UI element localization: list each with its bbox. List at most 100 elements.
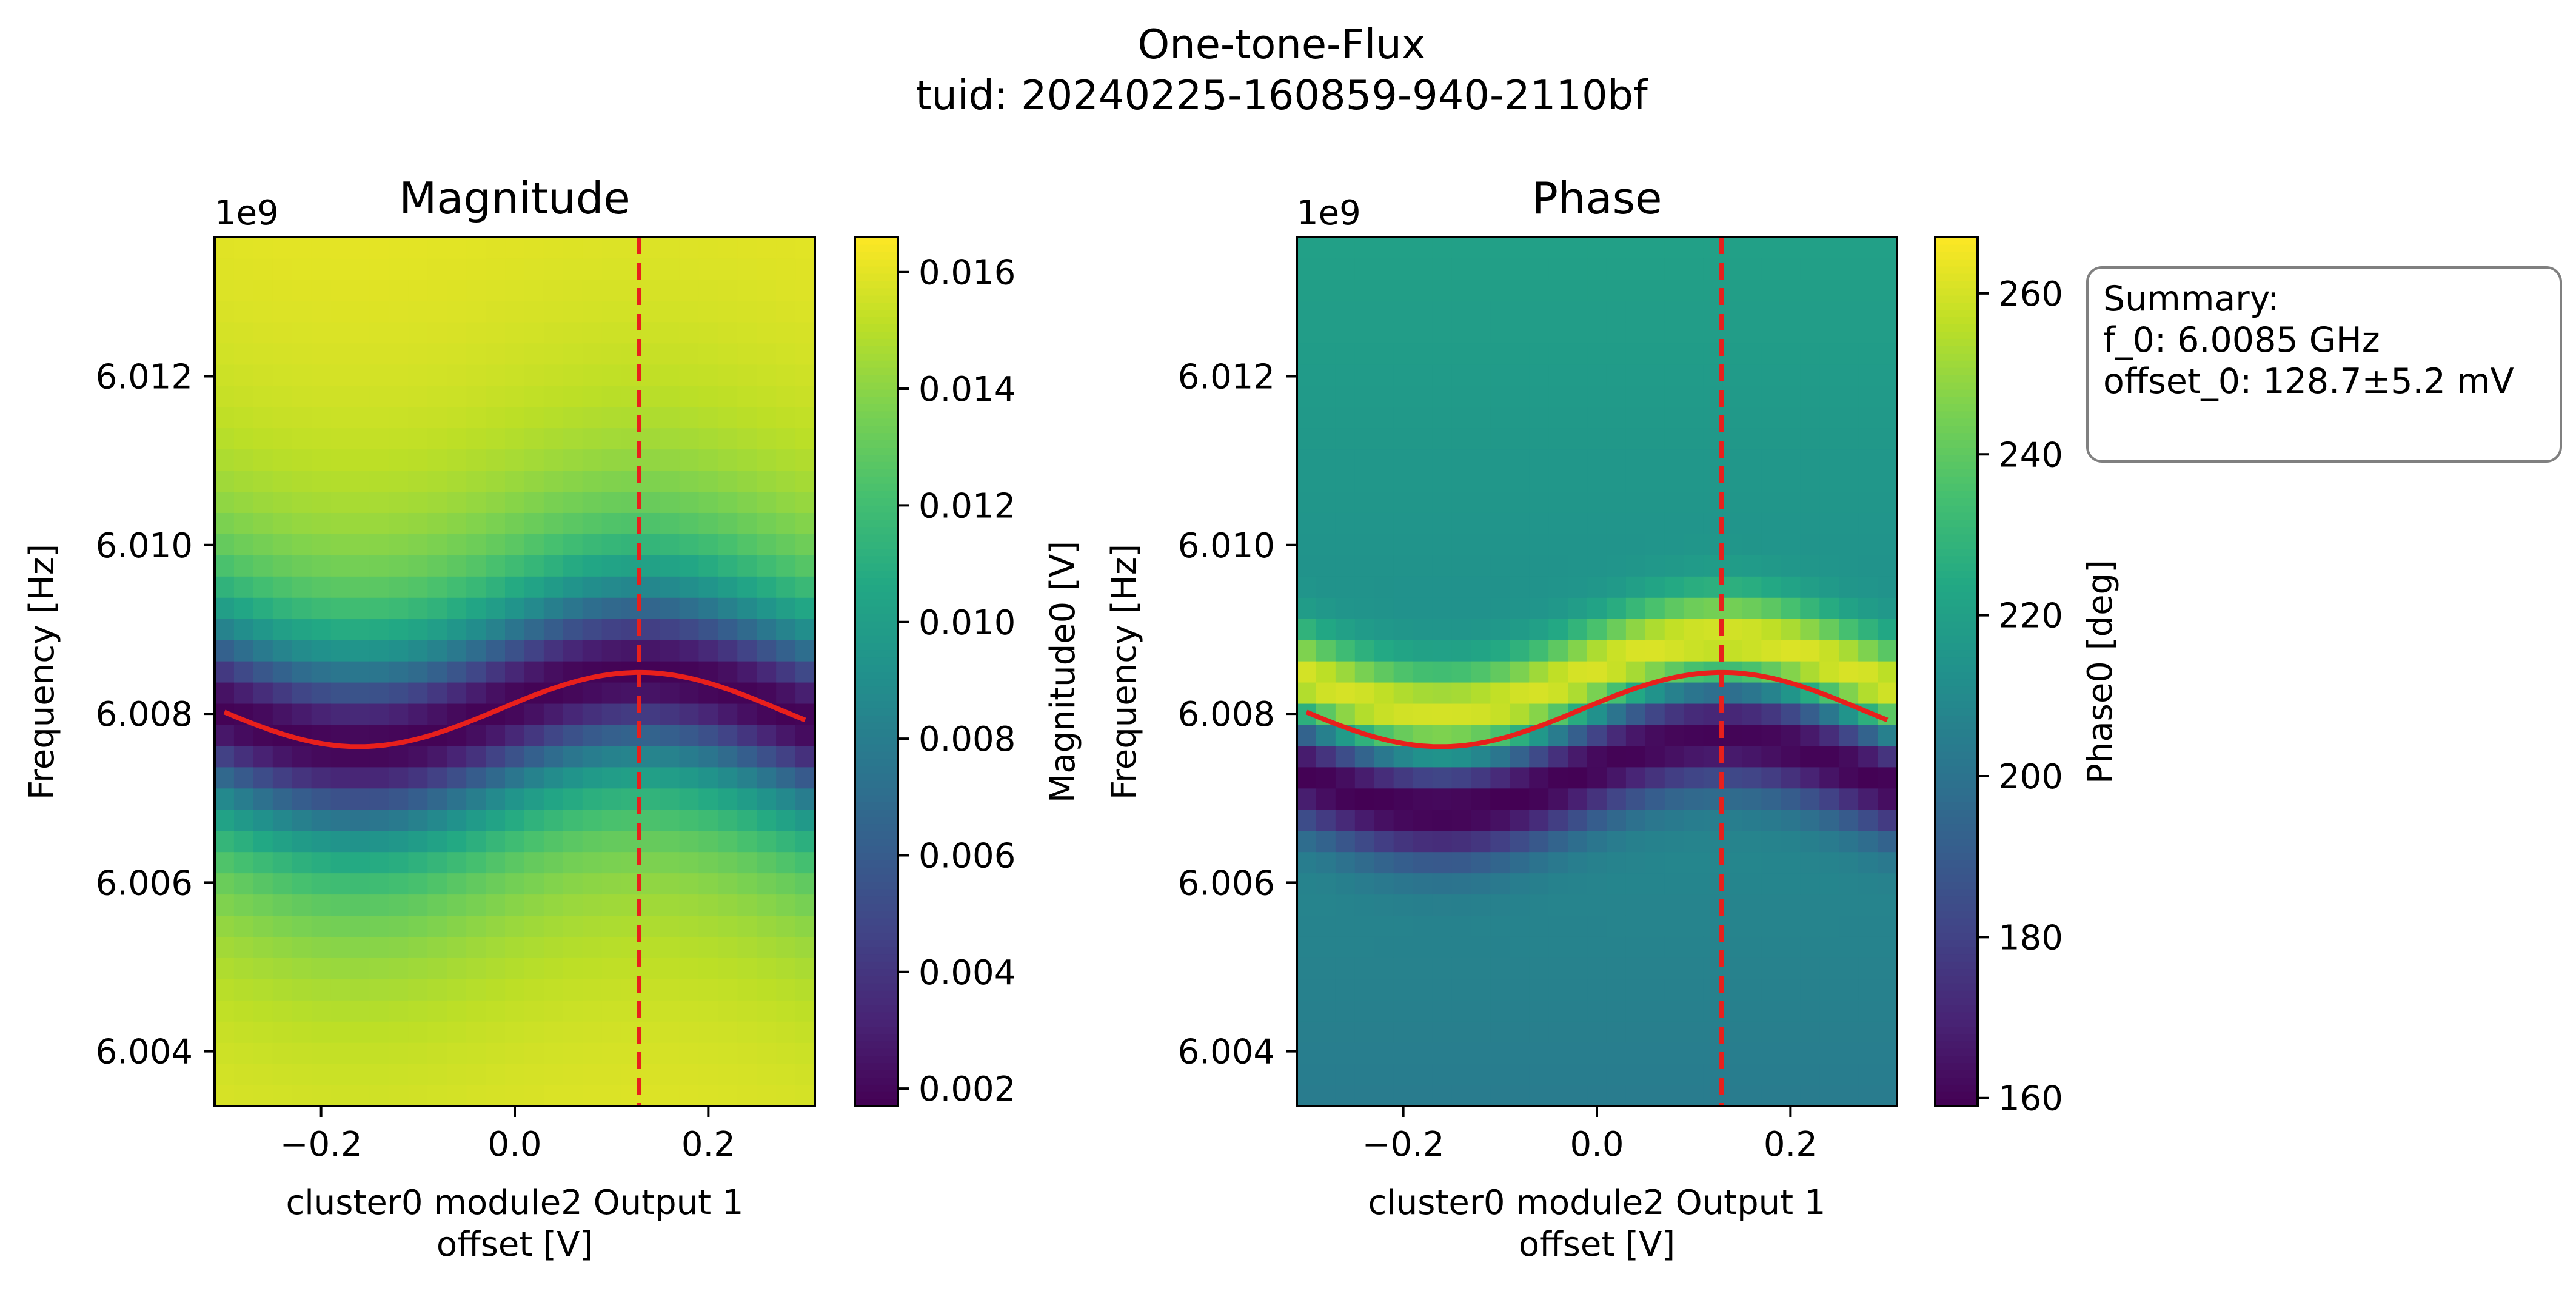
magnitude-heatmap-cell — [776, 512, 796, 534]
phase-heatmap-cell — [1354, 979, 1375, 1001]
phase-heatmap-cell — [1742, 1000, 1762, 1022]
magnitude-heatmap-cell — [272, 661, 293, 683]
phase-heatmap-cell — [1548, 873, 1568, 895]
magnitude-heatmap-cell — [466, 915, 486, 937]
magnitude-heatmap-cell — [292, 364, 312, 386]
magnitude-heatmap-cell — [233, 1064, 254, 1085]
phase-heatmap-cell — [1432, 385, 1453, 407]
magnitude-heatmap-cell — [215, 576, 235, 598]
magnitude-heatmap-cell — [389, 491, 409, 513]
phase-colorbar-segment — [1935, 526, 1978, 535]
magnitude-heatmap-cell — [524, 406, 544, 429]
phase-heatmap-cell — [1664, 830, 1685, 853]
phase-heatmap-cell — [1800, 512, 1820, 534]
magnitude-heatmap-cell — [233, 619, 254, 640]
phase-heatmap-cell — [1548, 385, 1568, 407]
phase-heatmap-cell — [1297, 237, 1317, 259]
magnitude-heatmap-cell — [582, 576, 603, 598]
phase-heatmap-cell — [1374, 555, 1394, 577]
magnitude-heatmap-cell — [369, 957, 390, 979]
phase-heatmap-cell — [1316, 873, 1336, 895]
magnitude-heatmap-cell — [601, 300, 622, 323]
magnitude-heatmap-cell — [486, 661, 506, 683]
magnitude-heatmap-cell — [427, 428, 447, 450]
phase-heatmap-cell — [1645, 385, 1665, 407]
magnitude-heatmap-cell — [505, 640, 525, 662]
magnitude-heatmap-cell — [292, 745, 312, 768]
magnitude-colorbar-segment — [855, 649, 898, 658]
phase-colorbar-segment — [1935, 917, 1978, 926]
magnitude-heatmap-cell — [737, 915, 757, 937]
magnitude-colorbar-segment — [855, 418, 898, 426]
phase-heatmap-cell — [1354, 512, 1375, 534]
magnitude-heatmap-cell — [776, 279, 796, 301]
magnitude-heatmap-cell — [215, 555, 235, 577]
magnitude-heatmap-cell — [466, 1085, 486, 1107]
phase-heatmap-cell — [1800, 703, 1820, 725]
magnitude-heatmap-cell — [350, 428, 370, 450]
magnitude-colorbar-segment — [855, 765, 898, 774]
magnitude-heatmap-cell — [679, 428, 699, 450]
magnitude-heatmap-cell — [698, 788, 718, 810]
phase-heatmap-cell — [1374, 830, 1394, 853]
phase-heatmap-cell — [1839, 745, 1859, 768]
phase-heatmap-cell — [1374, 1000, 1394, 1022]
phase-heatmap-cell — [1490, 873, 1510, 895]
phase-heatmap-cell — [1471, 915, 1491, 937]
phase-heatmap-cell — [1529, 576, 1549, 598]
phase-heatmap-cell — [1722, 555, 1743, 577]
magnitude-heatmap-cell — [601, 724, 622, 746]
magnitude-heatmap-cell — [582, 894, 603, 916]
phase-heatmap-cell — [1858, 279, 1878, 301]
magnitude-heatmap-cell — [233, 406, 254, 429]
magnitude-heatmap-cell — [601, 555, 622, 577]
magnitude-heatmap-cell — [795, 534, 815, 555]
magnitude-heatmap-cell — [563, 724, 583, 746]
phase-heatmap-cell — [1587, 555, 1607, 577]
phase-heatmap-cell — [1354, 788, 1375, 810]
phase-heatmap-cell — [1819, 555, 1839, 577]
phase-heatmap-cell — [1761, 385, 1781, 407]
phase-colorbar-segment — [1935, 534, 1978, 542]
phase-heatmap-cell — [1606, 470, 1627, 492]
magnitude-heatmap-cell — [505, 470, 525, 492]
magnitude-heatmap-cell — [466, 873, 486, 895]
magnitude-heatmap-cell — [408, 830, 428, 853]
phase-heatmap-cell — [1510, 1042, 1530, 1064]
magnitude-colorbar-segment — [855, 809, 898, 817]
magnitude-heatmap-cell — [698, 851, 718, 874]
phase-heatmap-cell — [1587, 385, 1607, 407]
magnitude-heatmap-cell — [660, 957, 680, 979]
phase-heatmap-cell — [1335, 597, 1356, 619]
phase-heatmap-cell — [1684, 491, 1704, 513]
magnitude-heatmap-cell — [660, 449, 680, 471]
phase-heatmap-cell — [1684, 703, 1704, 725]
magnitude-heatmap-cell — [660, 1042, 680, 1064]
magnitude-colorbar-segment — [855, 773, 898, 781]
magnitude-heatmap-cell — [330, 619, 351, 640]
magnitude-heatmap-cell — [292, 534, 312, 555]
phase-heatmap-cell — [1645, 597, 1665, 619]
magnitude-heatmap-cell — [757, 661, 777, 683]
phase-heatmap-cell — [1625, 766, 1646, 789]
magnitude-heatmap-cell — [233, 237, 254, 259]
phase-heatmap-cell — [1781, 470, 1801, 492]
magnitude-heatmap-cell — [466, 766, 486, 789]
phase-heatmap-cell — [1742, 1021, 1762, 1043]
phase-heatmap-cell — [1606, 830, 1627, 853]
phase-heatmap-cell — [1858, 300, 1878, 323]
phase-heatmap-cell — [1722, 788, 1743, 810]
magnitude-heatmap-cell — [563, 619, 583, 640]
phase-heatmap-cell — [1606, 788, 1627, 810]
phase-colorbar-segment — [1935, 367, 1978, 375]
magnitude-heatmap-cell — [292, 470, 312, 492]
phase-colorbar-segment — [1935, 505, 1978, 513]
magnitude-heatmap-cell — [486, 619, 506, 640]
magnitude-heatmap-cell — [350, 682, 370, 704]
magnitude-heatmap-cell — [389, 682, 409, 704]
phase-heatmap-cell — [1335, 343, 1356, 365]
magnitude-heatmap-cell — [601, 279, 622, 301]
magnitude-heatmap-cell — [466, 788, 486, 810]
phase-heatmap-cell — [1490, 364, 1510, 386]
phase-heatmap-cell — [1471, 258, 1491, 280]
